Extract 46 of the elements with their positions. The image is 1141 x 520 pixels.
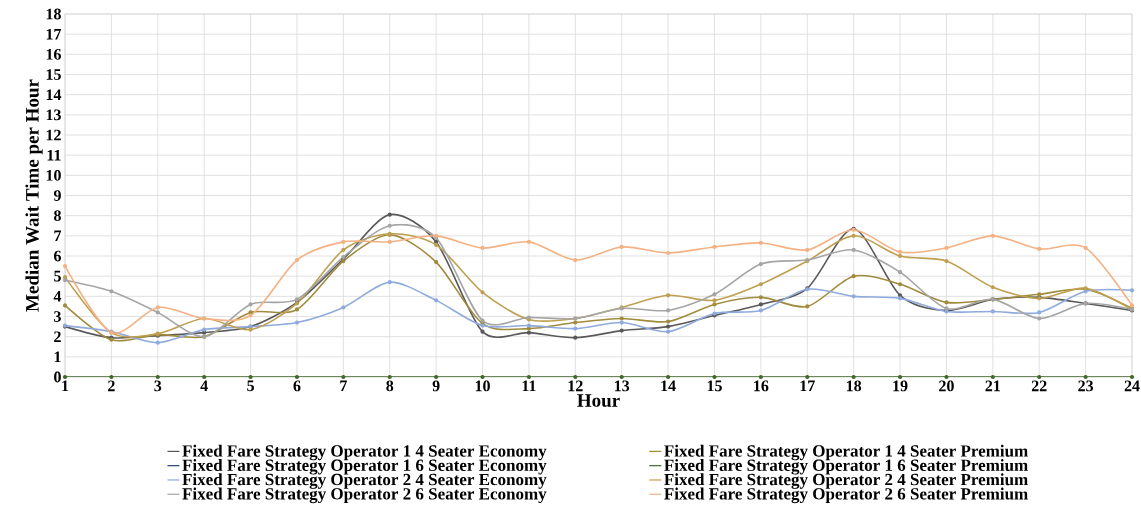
y-tick-label: 5 (54, 270, 61, 282)
y-tick-label: 9 (53, 190, 61, 201)
x-tick-label: 2 (108, 380, 115, 392)
x-tick-label: 19 (893, 380, 908, 392)
x-tick-label: 21 (985, 380, 1000, 392)
x-tick-label: 4 (200, 380, 208, 392)
x-tick-label: 9 (432, 380, 440, 392)
x-tick-label: 13 (614, 380, 630, 392)
y-tick-label: 2 (54, 331, 61, 342)
x-tick-label: 18 (846, 380, 862, 392)
x-tick-label: 22 (1031, 380, 1047, 392)
y-axis-title: Median Wait Time per Hour (25, 79, 43, 312)
x-tick-label: 10 (475, 380, 490, 392)
y-tick-label: 11 (47, 149, 61, 161)
x-tick-label: 11 (522, 380, 536, 392)
y-tick-label: 1 (54, 351, 61, 363)
x-tick-label: 7 (340, 380, 347, 392)
y-tick-label: 18 (46, 8, 61, 20)
legend-label: Fixed Fare Strategy Operator 2 6 Seater Economy (182, 487, 547, 504)
x-tick-label: 3 (154, 380, 162, 392)
x-tick-label: 20 (939, 380, 954, 392)
x-tick-label: 23 (1078, 380, 1094, 392)
x-tick-label: 16 (754, 380, 769, 392)
y-tick-label: 3 (54, 311, 61, 322)
y-tick-label: 17 (46, 28, 62, 40)
x-axis-title: Hour (577, 394, 620, 407)
y-tick-label: 16 (46, 48, 61, 60)
x-tick-label: 15 (707, 380, 722, 392)
y-tick-label: 6 (54, 250, 61, 262)
x-tick-label: 8 (386, 380, 394, 392)
x-tick-label: 17 (800, 380, 815, 392)
y-tick-label: 7 (54, 230, 62, 242)
y-tick-label: 14 (46, 89, 62, 100)
y-tick-label: 8 (54, 210, 61, 222)
x-tick-label: 24 (1124, 380, 1140, 392)
legend-label: Fixed Fare Strategy Operator 2 6 Seater Premium (664, 487, 1028, 504)
x-tick-label: 14 (661, 380, 676, 392)
y-tick-label: 12 (46, 129, 61, 141)
x-tick-label: 6 (293, 380, 301, 392)
y-tick-label: 13 (46, 109, 61, 121)
y-tick-label: 0 (54, 371, 61, 383)
y-tick-label: 10 (46, 169, 61, 181)
x-tick-label: 5 (247, 380, 254, 392)
y-tick-label: 15 (46, 69, 61, 80)
x-tick-label: 12 (568, 380, 583, 392)
y-tick-label: 4 (53, 291, 62, 302)
